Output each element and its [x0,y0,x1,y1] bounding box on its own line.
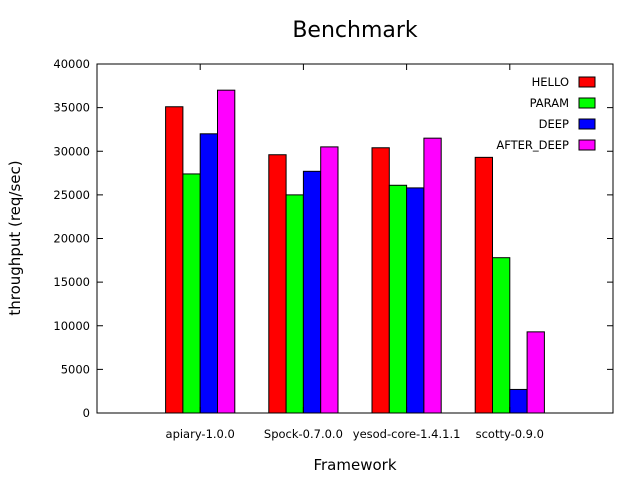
y-tick-label: 10000 [53,319,90,333]
bar-deep [509,388,528,414]
legend-swatch [578,76,596,88]
legend-swatch [578,139,596,151]
bar-param [492,257,511,414]
y-tick-label: 35000 [53,101,90,115]
bar-after-deep [423,137,442,414]
legend-label: HELLO [532,75,569,89]
x-tick-label: apiary-1.0.0 [166,427,235,441]
x-tick-label: scotty-0.9.0 [476,427,544,441]
plot-area [165,89,545,414]
x-axis-label: Framework [313,456,396,474]
y-tick-label: 15000 [53,275,90,289]
bar-deep [199,133,218,414]
legend-label: AFTER_DEEP [496,138,569,152]
x-tick-label: yesod-core-1.4.1.1 [353,427,461,441]
y-axis: 0 5000 10000 15000 20000 25000 30000 35000 40000 [53,57,613,420]
bar-param [285,194,304,414]
x-tick-label: Spock-0.7.0.0 [264,427,343,441]
y-tick-label: 0 [83,406,90,420]
bar-param [182,173,201,414]
bar-after-deep [526,331,545,414]
bar-deep [302,170,322,414]
y-tick-label: 5000 [61,362,90,376]
bar-hello [165,106,184,414]
y-tick-label: 20000 [53,232,90,246]
chart-title: Benchmark [292,18,418,43]
x-axis: apiary-1.0.0 Spock-0.7.0.0 yesod-core-1.4.… [166,64,544,441]
legend: HELLO PARAM DEEP AFTER_DEEP [496,75,596,152]
legend-swatch [578,118,596,130]
bar-deep [406,187,425,414]
legend-label: DEEP [539,117,569,131]
y-tick-label: 30000 [53,144,90,158]
bar-param [388,184,408,414]
bar-after-deep [320,146,339,414]
y-tick-label: 40000 [53,57,90,71]
y-tick-label: 25000 [53,188,90,202]
bar-hello [474,156,494,414]
legend-swatch [578,97,596,109]
y-axis-label: throughput (req/sec) [6,160,24,315]
legend-label: PARAM [530,96,569,110]
bar-hello [371,147,390,414]
bar-after-deep [217,89,236,414]
bar-hello [268,154,287,414]
